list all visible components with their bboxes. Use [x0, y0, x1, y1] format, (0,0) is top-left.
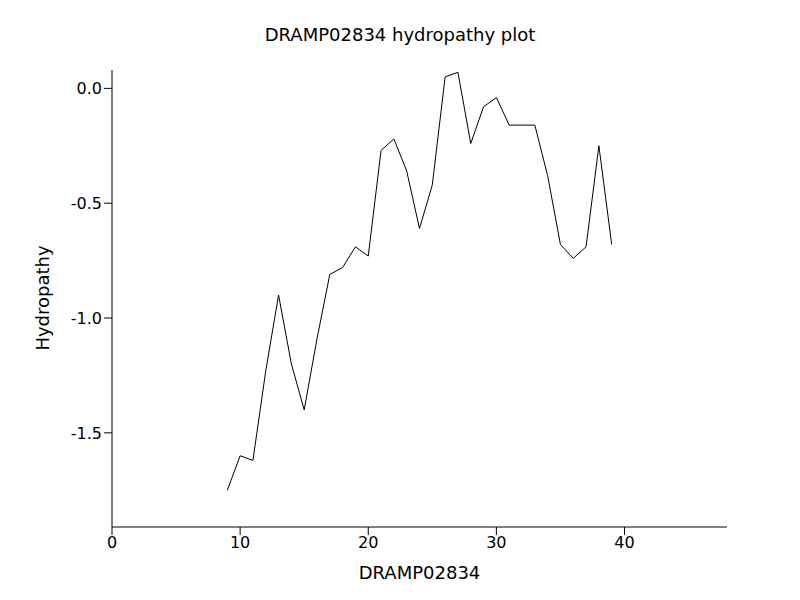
svg-text:0.0: 0.0: [77, 79, 102, 98]
svg-text:-0.5: -0.5: [71, 194, 102, 213]
html-text:DRAMP02834 hydropathy plot: DRAMP02834 hydropathy plot: [264, 24, 536, 45]
svg-text:20: 20: [358, 533, 378, 552]
svg-text:40: 40: [614, 533, 634, 552]
html-text:DRAMP02834: DRAMP02834: [358, 562, 481, 583]
svg-text:30: 30: [486, 533, 506, 552]
svg-text:-1.0: -1.0: [71, 309, 102, 328]
svg-text:10: 10: [230, 533, 250, 552]
svg-text:0: 0: [107, 533, 117, 552]
svg-text:-1.5: -1.5: [71, 424, 102, 443]
html-text:Hydropathy: Hydropathy: [31, 245, 53, 351]
